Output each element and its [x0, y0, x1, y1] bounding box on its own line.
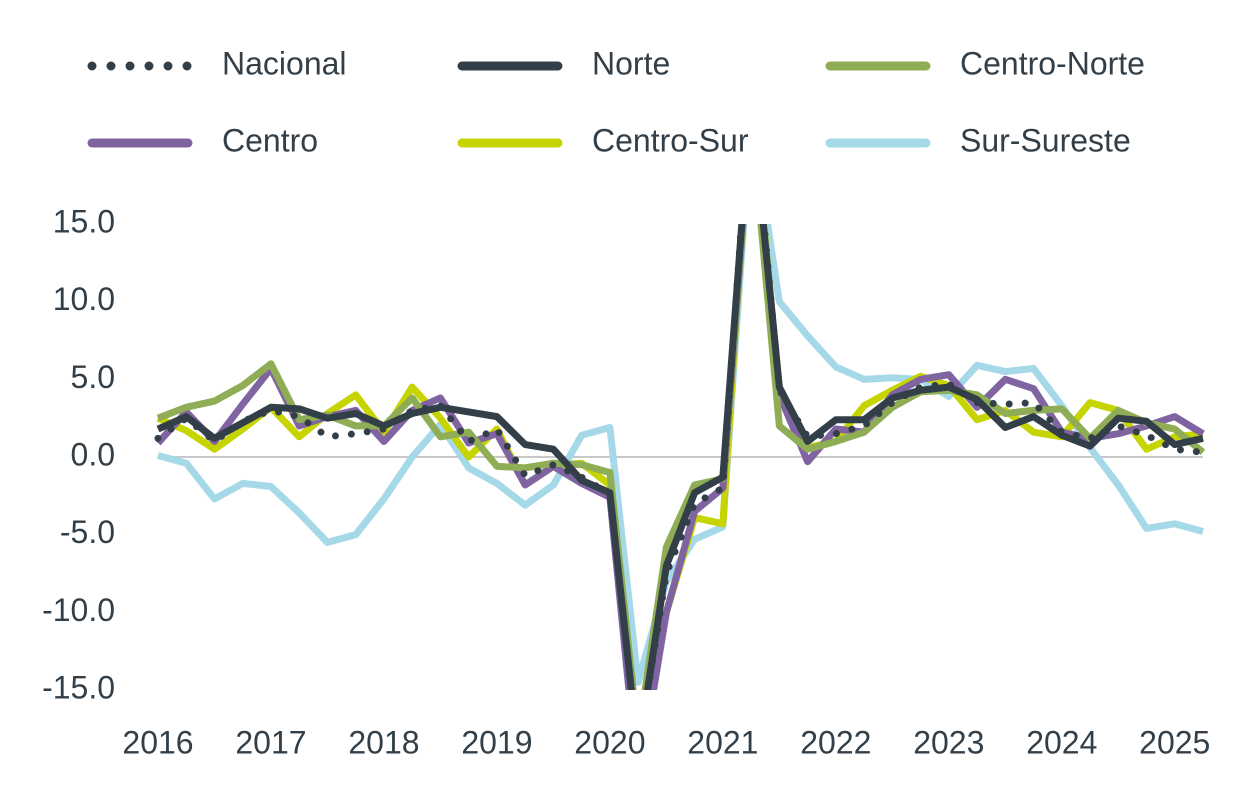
series-line [154, 224, 1207, 690]
series-line [157, 224, 1204, 686]
y-tick-label: -5.0 [60, 514, 115, 550]
x-tick-label: 2025 [1139, 724, 1210, 760]
series-line [156, 224, 1204, 690]
legend-label: Centro-Sur [592, 122, 749, 158]
y-tick-label: 10.0 [53, 281, 115, 317]
y-tick-label: -10.0 [42, 592, 115, 628]
y-tick-label: 0.0 [71, 436, 115, 472]
plot-area [154, 224, 1207, 690]
x-tick-label: 2017 [235, 724, 306, 760]
x-tick-label: 2020 [574, 724, 645, 760]
legend-label: Sur-Sureste [960, 122, 1131, 158]
x-tick-label: 2022 [800, 724, 871, 760]
series-line [155, 224, 1205, 690]
x-tick-label: 2019 [461, 724, 532, 760]
legend-label: Centro-Norte [960, 45, 1145, 81]
y-tick-label: 5.0 [71, 359, 115, 395]
x-tick-label: 2023 [913, 724, 984, 760]
x-tick-label: 2021 [687, 724, 758, 760]
legend-label: Centro [222, 122, 318, 158]
legend-label: Nacional [222, 45, 347, 81]
x-tick-label: 2024 [1026, 724, 1097, 760]
x-tick-label: 2018 [348, 724, 419, 760]
y-tick-label: 15.0 [53, 203, 115, 239]
legend-label: Norte [592, 45, 670, 81]
y-tick-label: -15.0 [42, 669, 115, 705]
x-tick-label: 2016 [122, 724, 193, 760]
